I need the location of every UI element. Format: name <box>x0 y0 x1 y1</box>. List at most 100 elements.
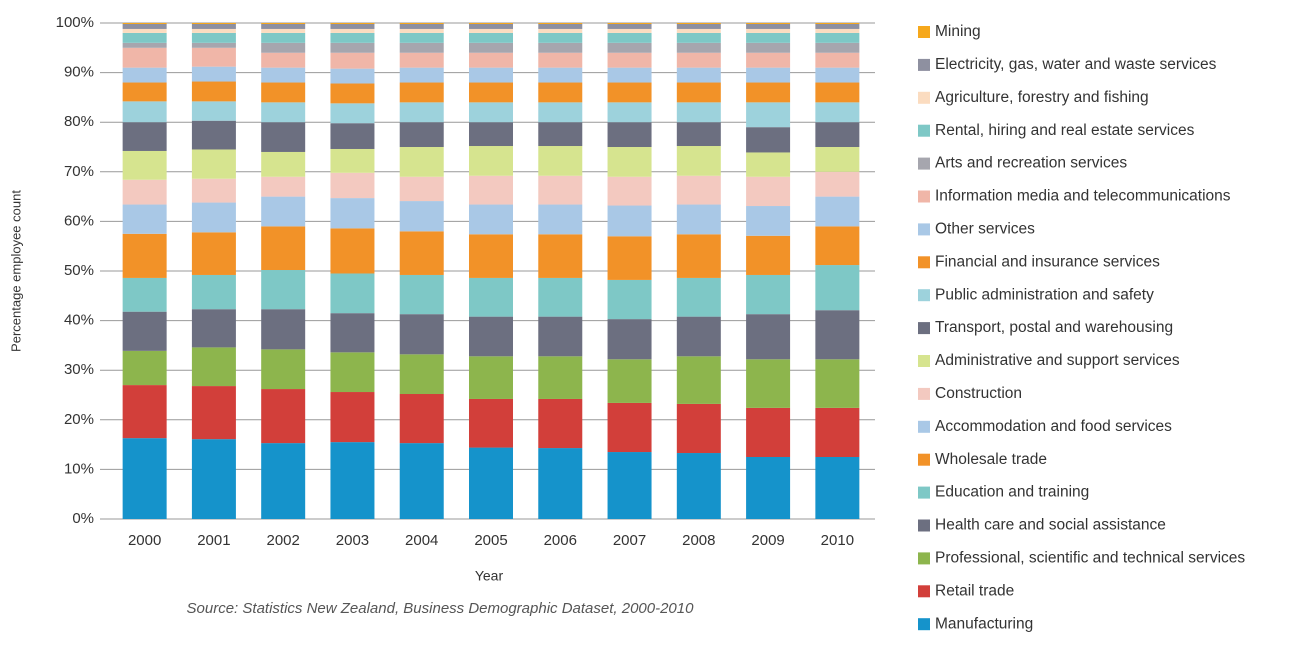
bar-segment <box>330 23 375 29</box>
bar-segment <box>122 23 167 29</box>
bar-segment <box>607 279 652 320</box>
bar-segment <box>607 42 652 53</box>
legend-swatch <box>918 91 930 104</box>
bar-segment <box>399 354 444 395</box>
bar-segment <box>746 407 791 457</box>
bar-segment <box>746 359 791 408</box>
legend-label: Retail trade <box>935 582 1014 599</box>
legend-label: Construction <box>935 385 1022 402</box>
legend-label: Mining <box>935 23 981 40</box>
bar-segment <box>330 442 375 519</box>
bar-segment <box>330 313 375 353</box>
bar-segment <box>122 233 167 278</box>
bar-segment <box>261 28 306 33</box>
bar-segment <box>399 122 444 147</box>
bar-segment <box>746 176 791 207</box>
bar-segment <box>607 32 652 43</box>
bar-segment <box>122 277 167 312</box>
bar-segment <box>191 232 236 275</box>
legend-swatch <box>918 453 930 466</box>
bar-segment <box>469 316 513 357</box>
bar-segment <box>815 42 860 53</box>
bar-segment <box>399 102 444 123</box>
bar-segment <box>122 179 167 205</box>
bar-segment <box>815 457 860 519</box>
bar-segment <box>746 82 791 103</box>
bar-segment <box>261 349 306 390</box>
bar-segment <box>191 202 236 233</box>
bar-segment <box>122 42 167 48</box>
bar-segment <box>122 150 167 180</box>
legend-label: Transport, postal and warehousing <box>935 319 1173 336</box>
bar-segment <box>815 122 860 147</box>
bar-segment <box>122 311 167 351</box>
bar-segment <box>538 67 583 83</box>
bar-segment <box>122 438 167 519</box>
legend-swatch <box>918 289 930 302</box>
bar-segment <box>746 457 791 519</box>
y-tick-label: 0% <box>72 510 94 527</box>
bar-segment <box>469 28 513 33</box>
bar-segment <box>399 23 444 29</box>
bar-segment <box>746 102 791 128</box>
bar-segment <box>261 151 306 177</box>
bar-segment <box>330 273 375 314</box>
bar-segment <box>676 277 721 317</box>
bar-segment <box>746 42 791 53</box>
bar-segment <box>676 234 721 278</box>
legend-label: Agriculture, forestry and fishing <box>935 89 1149 106</box>
bar-segment <box>815 52 860 68</box>
bar-segment <box>815 23 860 24</box>
bar-segment <box>538 52 583 68</box>
bar-segment <box>607 147 652 177</box>
bar-segment <box>746 52 791 68</box>
legend-swatch <box>918 618 930 631</box>
bar-segment <box>399 176 444 202</box>
bar-segment <box>746 314 791 360</box>
bar-segment <box>191 28 236 33</box>
bar-segment <box>815 265 860 311</box>
bar-segment <box>746 274 791 315</box>
bar-segment <box>261 82 306 103</box>
bar-segment <box>815 102 860 123</box>
x-tick-label: 2001 <box>197 532 230 549</box>
bar-segment <box>815 226 860 266</box>
bar-segment <box>815 23 860 29</box>
bar-segment <box>469 447 513 519</box>
legend-label: Accommodation and food services <box>935 418 1172 435</box>
y-tick-label: 60% <box>64 212 94 229</box>
bar-segment <box>261 309 306 350</box>
bar-segment <box>399 82 444 103</box>
legend: Manufacturing Retail trade Professional, s… <box>918 23 1245 632</box>
bar-segment <box>191 178 236 203</box>
bar-segment <box>330 123 375 149</box>
legend-swatch <box>918 190 930 203</box>
bar-segment <box>330 228 375 274</box>
bar-segment <box>676 356 721 404</box>
bar-segment <box>399 23 444 24</box>
bar-segment <box>330 32 375 43</box>
bar-segment <box>676 67 721 83</box>
x-tick-label: 2004 <box>405 532 438 549</box>
bar-segment <box>191 386 236 440</box>
bar-segment <box>676 316 721 357</box>
bar-segment <box>469 398 513 448</box>
y-tick-label: 100% <box>56 14 94 31</box>
bar-segment <box>122 28 167 33</box>
bar-segment <box>538 23 583 29</box>
source-note: Source: Statistics New Zealand, Business… <box>187 600 695 617</box>
legend-label: Public administration and safety <box>935 286 1154 303</box>
bar-segment <box>122 82 167 102</box>
bar-segment <box>746 23 791 29</box>
bar-segment <box>538 23 583 24</box>
y-tick-label: 10% <box>64 460 94 477</box>
bar-segment <box>122 204 167 234</box>
y-tick-label: 70% <box>64 163 94 180</box>
x-tick-label: 2003 <box>336 532 369 549</box>
bar-segment <box>469 204 513 235</box>
legend-label: Professional, scientific and technical s… <box>935 549 1245 566</box>
bar-segment <box>330 68 375 84</box>
bar-segment <box>330 172 375 199</box>
bar-segment <box>469 67 513 83</box>
